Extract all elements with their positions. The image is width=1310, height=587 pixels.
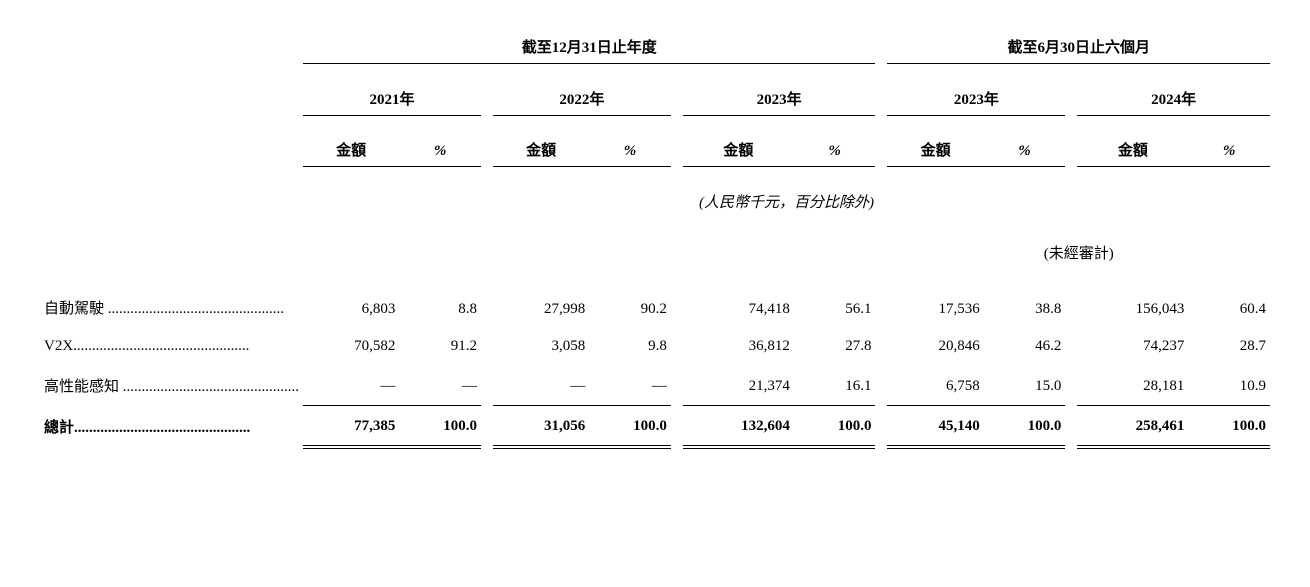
sub-pct-3: % <box>794 133 876 167</box>
cell: 28,181 <box>1077 365 1188 406</box>
cell: 15.0 <box>984 365 1066 406</box>
sub-amount-1: 金額 <box>303 133 399 167</box>
cell: 60.4 <box>1188 287 1270 328</box>
subheader-row: 金額 % 金額 % 金額 % 金額 % 金額 % <box>40 133 1270 167</box>
row-label-auto-driving: 自動駕駛 ...................................… <box>40 287 303 328</box>
cell: — <box>303 365 399 406</box>
unit-note-row: (人民幣千元，百分比除外) <box>40 185 1270 218</box>
total-cell: 100.0 <box>1188 406 1270 447</box>
year-2023a: 2023年 <box>683 82 876 116</box>
cell: 74,237 <box>1077 328 1188 365</box>
year-header-row: 2021年 2022年 2023年 2023年 2024年 <box>40 82 1270 116</box>
sub-pct-1: % <box>399 133 481 167</box>
total-cell: 100.0 <box>589 406 671 447</box>
cell: 16.1 <box>794 365 876 406</box>
period-header-row: 截至12月31日止年度 截至6月30日止六個月 <box>40 30 1270 64</box>
table-row: V2X.....................................… <box>40 328 1270 365</box>
total-cell: 100.0 <box>984 406 1066 447</box>
financial-table: 截至12月31日止年度 截至6月30日止六個月 2021年 2022年 2023… <box>40 30 1270 449</box>
cell: 3,058 <box>493 328 589 365</box>
cell: — <box>493 365 589 406</box>
sub-pct-2: % <box>589 133 671 167</box>
total-cell: 258,461 <box>1077 406 1188 447</box>
row-label-total: 總計......................................… <box>40 406 303 447</box>
unit-note: (人民幣千元，百分比除外) <box>303 185 1270 218</box>
row-label-hp-sensing: 高性能感知 ..................................… <box>40 365 303 406</box>
total-cell: 45,140 <box>887 406 983 447</box>
unaudited-row: (未經審計) <box>40 236 1270 269</box>
sub-amount-3: 金額 <box>683 133 794 167</box>
sub-pct-5: % <box>1188 133 1270 167</box>
cell: 28.7 <box>1188 328 1270 365</box>
cell: 91.2 <box>399 328 481 365</box>
sub-pct-4: % <box>984 133 1066 167</box>
cell: 20,846 <box>887 328 983 365</box>
cell: — <box>399 365 481 406</box>
cell: 6,803 <box>303 287 399 328</box>
total-cell: 31,056 <box>493 406 589 447</box>
year-2022: 2022年 <box>493 82 671 116</box>
cell: — <box>589 365 671 406</box>
interim-period-header: 截至6月30日止六個月 <box>887 30 1270 64</box>
cell: 27,998 <box>493 287 589 328</box>
annual-period-header: 截至12月31日止年度 <box>303 30 875 64</box>
cell: 46.2 <box>984 328 1066 365</box>
total-cell: 132,604 <box>683 406 794 447</box>
cell: 8.8 <box>399 287 481 328</box>
cell: 21,374 <box>683 365 794 406</box>
cell: 56.1 <box>794 287 876 328</box>
total-cell: 100.0 <box>399 406 481 447</box>
cell: 74,418 <box>683 287 794 328</box>
year-2023b: 2023年 <box>887 82 1065 116</box>
sub-amount-4: 金額 <box>887 133 983 167</box>
cell: 156,043 <box>1077 287 1188 328</box>
cell: 27.8 <box>794 328 876 365</box>
total-cell: 77,385 <box>303 406 399 447</box>
year-2024: 2024年 <box>1077 82 1270 116</box>
cell: 6,758 <box>887 365 983 406</box>
row-label-v2x: V2X.....................................… <box>40 328 303 365</box>
table-row: 高性能感知 ..................................… <box>40 365 1270 406</box>
sub-amount-2: 金額 <box>493 133 589 167</box>
cell: 9.8 <box>589 328 671 365</box>
total-cell: 100.0 <box>794 406 876 447</box>
cell: 17,536 <box>887 287 983 328</box>
year-2021: 2021年 <box>303 82 481 116</box>
cell: 10.9 <box>1188 365 1270 406</box>
sub-amount-5: 金額 <box>1077 133 1188 167</box>
cell: 70,582 <box>303 328 399 365</box>
total-row: 總計......................................… <box>40 406 1270 447</box>
cell: 38.8 <box>984 287 1066 328</box>
cell: 90.2 <box>589 287 671 328</box>
table-row: 自動駕駛 ...................................… <box>40 287 1270 328</box>
unaudited-note: (未經審計) <box>887 236 1270 269</box>
cell: 36,812 <box>683 328 794 365</box>
